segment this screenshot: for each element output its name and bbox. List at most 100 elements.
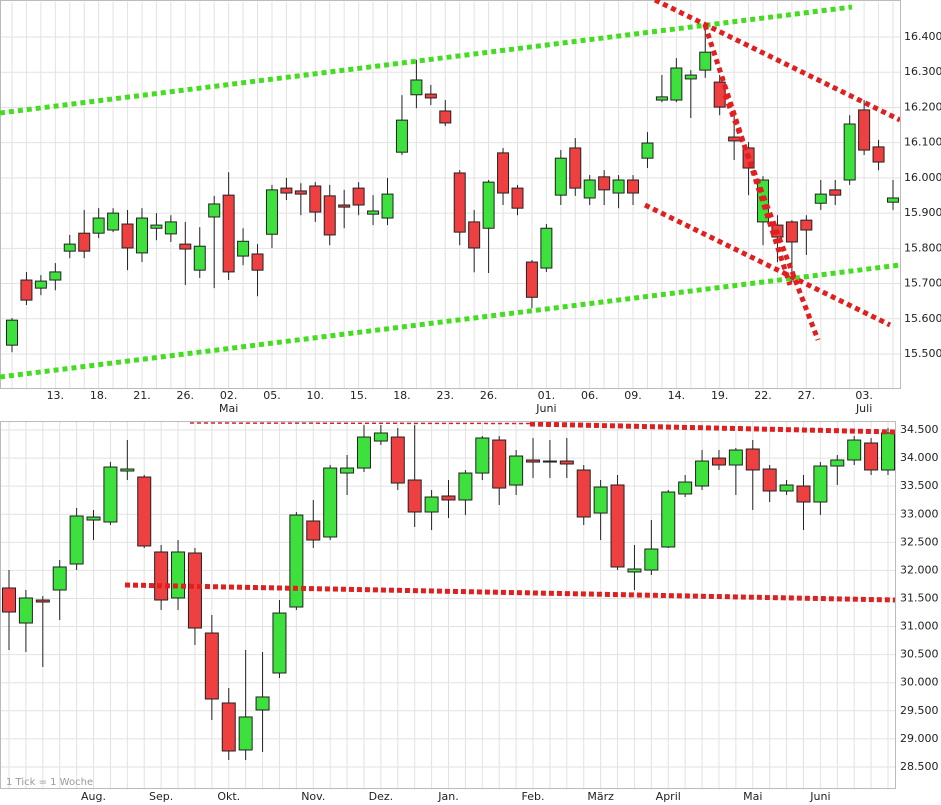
y-tick-label: 16.000 (904, 171, 941, 184)
candle-body (294, 190, 307, 195)
candle-body (137, 476, 152, 547)
candle-body (410, 79, 423, 96)
note: 1 Tick = 1 Woche (6, 777, 93, 788)
candle-body (593, 486, 608, 514)
candle-body (829, 189, 842, 196)
candle-body (678, 481, 693, 495)
candle-body (255, 696, 270, 711)
candle-body (238, 716, 253, 751)
x-tick-label: 22. (754, 389, 772, 402)
candle-body (103, 466, 118, 523)
trend-lines-top (0, 0, 900, 380)
candle-body (92, 217, 105, 234)
candle-body (598, 176, 611, 191)
x-tick-label: 03. (855, 389, 873, 402)
candle-body (221, 702, 236, 752)
candle-body (509, 455, 524, 486)
candle-body (107, 212, 120, 231)
x-tick-label: Mai (743, 790, 762, 803)
candle-body (323, 467, 338, 538)
candle-body (395, 119, 408, 153)
candle-body (237, 240, 250, 257)
y-tick-label: 15.500 (904, 347, 941, 360)
x-tick-label: 10. (307, 389, 325, 402)
x-tick-label: Feb. (522, 790, 545, 803)
candle-body (338, 204, 351, 208)
candle-body (684, 74, 697, 80)
candle-body (843, 123, 856, 181)
candle-body (526, 459, 541, 463)
y-tick-label: 30.500 (900, 648, 939, 661)
candle-body (135, 217, 148, 254)
x-tick-label: 14. (668, 389, 686, 402)
x-tick-label: Dez. (369, 790, 394, 803)
candle-body (511, 187, 524, 209)
candle-body (272, 612, 287, 674)
y-tick-label: 15.700 (904, 277, 941, 290)
trend-line (0, 4, 853, 116)
x-tick-label: 18. (393, 389, 411, 402)
candle-body (86, 516, 101, 521)
y-tick-label: 15.900 (904, 206, 941, 219)
candle-body (78, 232, 91, 252)
x-tick-label: 21. (133, 389, 151, 402)
candle-body (171, 551, 186, 599)
candle-body (63, 243, 76, 252)
y-tick-label: 29.500 (900, 704, 939, 717)
candle-body (728, 136, 741, 142)
trend-line (189, 422, 531, 425)
x-tick-label: 09. (624, 389, 642, 402)
candle-body (525, 261, 538, 298)
x-tick-label: 15. (350, 389, 368, 402)
candle-body (381, 193, 394, 219)
y-tick-label: 15.600 (904, 312, 941, 325)
candle-body (612, 179, 625, 194)
candle-body (49, 271, 62, 281)
candle-body (830, 459, 845, 467)
candle-body (872, 146, 885, 163)
candle-body (323, 195, 336, 236)
candle-body (373, 432, 388, 442)
candle-body (265, 189, 278, 235)
candle-body (492, 439, 507, 489)
trend-line (722, 94, 821, 341)
candle-body (356, 436, 371, 469)
candle-body (340, 467, 355, 474)
x-tick-label: 27. (798, 389, 816, 402)
candle-body (627, 568, 642, 573)
y-tick-label: 16.100 (904, 136, 941, 149)
candle-body (661, 491, 676, 548)
y-tick-label: 30.000 (900, 676, 939, 689)
candle-body (280, 187, 293, 194)
x-tick-label: 18. (90, 389, 108, 402)
candle-body (644, 548, 659, 571)
y-tick-label: 34.000 (900, 451, 939, 464)
candle-body (559, 460, 574, 465)
candle-body (179, 243, 192, 250)
candle-body (204, 632, 219, 700)
candle-body (309, 185, 322, 213)
candle-body (475, 437, 490, 474)
candle-body (52, 566, 67, 591)
candle-body (576, 469, 591, 518)
trend-line (643, 202, 892, 328)
candle-body (154, 551, 169, 601)
candle-body (367, 210, 380, 215)
candle-body (847, 439, 862, 461)
x-tick-label: 19. (711, 389, 729, 402)
candle-body (453, 172, 466, 233)
candle-body (583, 179, 596, 199)
y-tick-label: 32.500 (900, 535, 939, 548)
candle-body (222, 194, 235, 273)
candle-body (641, 142, 654, 159)
candle-body (858, 109, 871, 151)
y-tick-label: 16.300 (904, 65, 941, 78)
y-tick-label: 29.000 (900, 732, 939, 745)
candle-body (779, 484, 794, 492)
y-tick-label: 16.200 (904, 100, 941, 113)
candle-body (695, 460, 710, 487)
y-tick-label: 31.000 (900, 620, 939, 633)
candle-body (796, 485, 811, 503)
candle-body (627, 179, 640, 194)
candle-body (482, 181, 495, 229)
